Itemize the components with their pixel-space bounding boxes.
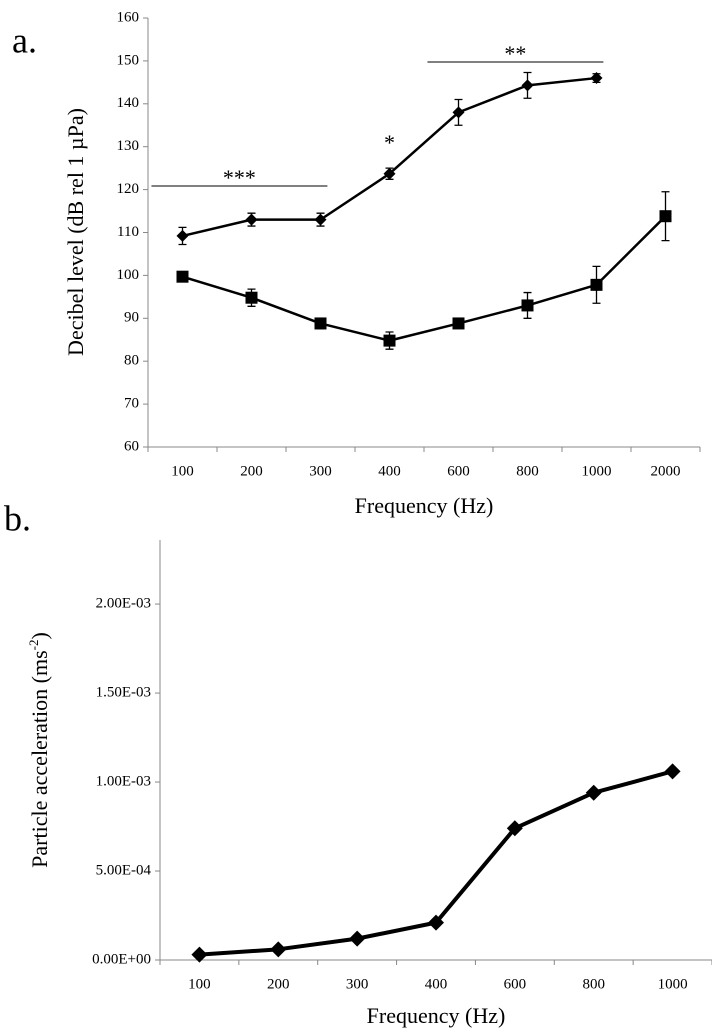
x-tick-label: 800: [516, 463, 539, 479]
x-tick-label: 1000: [582, 463, 612, 479]
marker: [664, 763, 681, 780]
marker: [590, 278, 603, 291]
y-tick-label: 120: [117, 181, 140, 197]
x-tick-label: 300: [309, 463, 332, 479]
marker: [452, 106, 465, 119]
marker: [176, 270, 189, 283]
marker: [585, 784, 602, 801]
x-tick-label: 800: [582, 976, 605, 992]
panel-label: b.: [4, 498, 31, 538]
x-axis-title: Frequency (Hz): [367, 1003, 506, 1028]
marker: [349, 930, 366, 947]
y-tick-label: 5.00E-04: [96, 862, 152, 878]
x-tick-label: 2000: [651, 463, 681, 479]
y-tick-label: 70: [124, 396, 139, 412]
y-tick-label: 90: [124, 310, 139, 326]
x-tick-label: 400: [425, 976, 448, 992]
x-axis-title: Frequency (Hz): [355, 493, 494, 518]
y-axis-title: Decibel level (dB rel 1 µPa): [63, 108, 88, 356]
y-tick-label: 110: [117, 224, 139, 240]
significance-label: *: [384, 130, 395, 155]
marker: [452, 317, 465, 330]
marker: [176, 229, 189, 242]
significance-label: ***: [223, 165, 256, 190]
y-tick-label: 1.50E-03: [96, 684, 151, 700]
x-tick-label: 200: [267, 976, 290, 992]
x-tick-label: 100: [188, 976, 211, 992]
x-tick-label: 300: [346, 976, 369, 992]
marker: [506, 820, 523, 837]
marker: [521, 79, 534, 92]
marker: [191, 946, 208, 963]
x-tick-label: 100: [171, 463, 194, 479]
y-tick-label: 80: [124, 353, 139, 369]
series-line: [182, 215, 667, 342]
x-tick-label: 1000: [658, 976, 688, 992]
y-axis-title-superscript: -2: [26, 640, 41, 651]
marker: [521, 299, 534, 312]
y-axis-title-suffix: ): [27, 632, 52, 639]
y-axis-title-text: Particle acceleration (ms: [27, 650, 52, 867]
panel-label: a.: [12, 20, 37, 60]
series-line: [182, 76, 597, 238]
y-tick-label: 60: [124, 438, 139, 454]
x-tick-label: 600: [504, 976, 527, 992]
x-tick-label: 400: [378, 463, 401, 479]
marker: [383, 334, 396, 347]
y-tick-label: 1.00E-03: [96, 773, 151, 789]
x-tick-label: 200: [240, 463, 263, 479]
y-axis-title: Particle acceleration (ms-2): [26, 632, 52, 868]
marker: [314, 213, 327, 226]
significance-label: **: [504, 41, 526, 66]
y-tick-label: 130: [117, 138, 140, 154]
y-tick-label: 100: [117, 267, 140, 283]
y-tick-label: 140: [117, 95, 140, 111]
marker: [245, 291, 258, 304]
y-tick-label: 2.00E-03: [96, 596, 151, 612]
marker: [270, 941, 287, 958]
y-tick-label: 160: [117, 9, 140, 25]
marker: [659, 210, 672, 223]
marker: [245, 213, 258, 226]
marker: [590, 72, 603, 85]
x-tick-label: 600: [447, 463, 470, 479]
y-tick-label: 0.00E+00: [92, 951, 151, 967]
marker: [383, 167, 396, 180]
marker: [314, 317, 327, 330]
y-tick-label: 150: [117, 52, 140, 68]
marker: [428, 914, 444, 931]
